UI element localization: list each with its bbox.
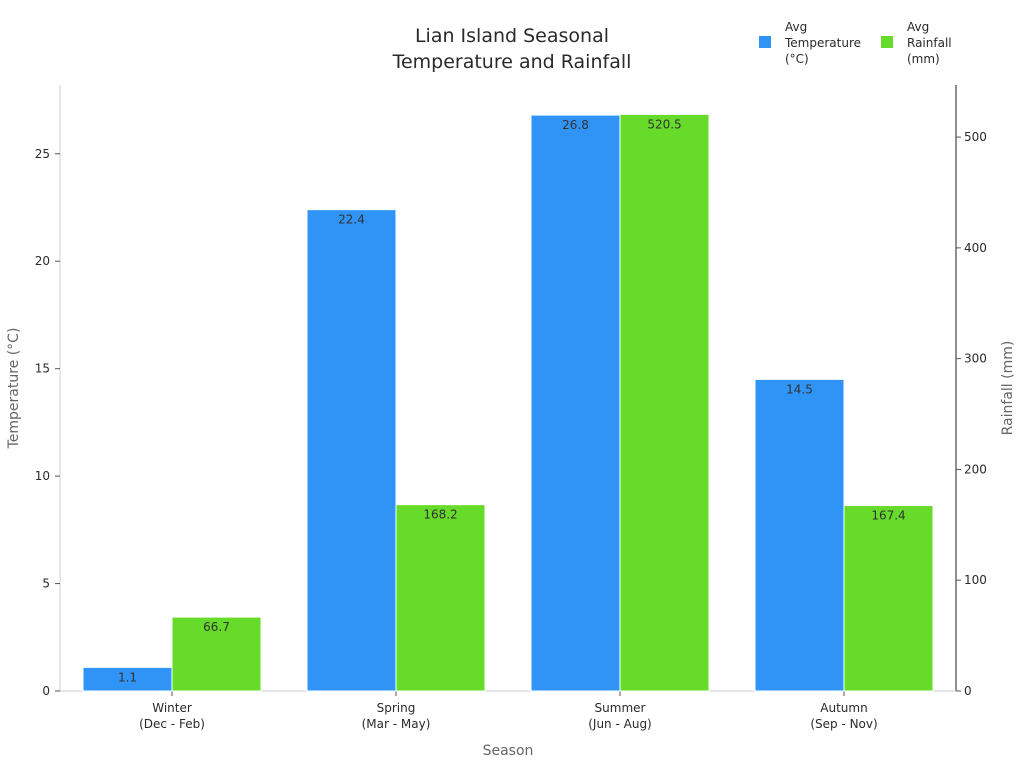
y-axis-right-title: Rainfall (mm) — [1000, 341, 1016, 436]
legend-label: Temperature — [784, 36, 861, 50]
y-axis-left-title: Temperature (°C) — [6, 328, 22, 450]
x-tick-label: Autumn — [820, 701, 867, 715]
bar — [754, 378, 845, 692]
bar-value-label: 26.8 — [562, 118, 589, 132]
legend: Avg Temperature (°C) Avg Rainfall (mm) — [759, 20, 952, 66]
legend-swatch — [881, 36, 893, 48]
legend-label: Rainfall — [907, 36, 952, 50]
x-tick-label: (Jun - Aug) — [588, 717, 652, 731]
y-tick-label-left: 20 — [35, 254, 50, 268]
bar-value-label: 66.7 — [203, 620, 230, 634]
bar-value-label: 14.5 — [786, 382, 813, 396]
y-tick-label-right: 300 — [964, 352, 987, 366]
bar — [306, 209, 397, 692]
y-tick-label-left: 15 — [35, 362, 50, 376]
x-tick-label: Spring — [377, 701, 416, 715]
y-tick-label-right: 500 — [964, 130, 987, 144]
bar-value-label: 520.5 — [647, 117, 681, 131]
bar — [395, 504, 486, 692]
legend-label: (mm) — [907, 52, 940, 66]
bar-value-label: 22.4 — [338, 213, 365, 227]
y-tick-label-left: 10 — [35, 469, 50, 483]
chart-title-line: Temperature and Rainfall — [392, 51, 632, 73]
legend-swatch — [759, 36, 771, 48]
bar-value-label: 1.1 — [118, 670, 137, 684]
data-labels: 1.1 66.7 22.4 168.2 26.8 520.5 14.5 167.4 — [118, 117, 906, 684]
bar — [843, 505, 934, 692]
x-tick-label: (Sep - Nov) — [810, 717, 877, 731]
x-axis-title: Season — [483, 743, 534, 759]
chart-title-line: Lian Island Seasonal — [415, 25, 609, 47]
bar — [619, 113, 710, 692]
y-tick-label-right: 200 — [964, 462, 987, 476]
y-tick-label-left: 0 — [42, 684, 50, 698]
chart-title: Lian Island Seasonal Temperature and Rain… — [392, 25, 632, 73]
legend-label: (°C) — [785, 52, 809, 66]
legend-label: Avg — [785, 20, 807, 34]
x-tick-label: (Mar - May) — [362, 717, 431, 731]
y-tick-label-right: 400 — [964, 241, 987, 255]
x-tick-label: (Dec - Feb) — [139, 717, 205, 731]
legend-label: Avg — [907, 20, 929, 34]
bar — [171, 616, 262, 692]
y-tick-label-left: 5 — [42, 577, 50, 591]
bar — [530, 114, 621, 692]
bar-value-label: 168.2 — [423, 508, 457, 522]
y-tick-label-right: 100 — [964, 573, 987, 587]
y-tick-label-right: 0 — [964, 684, 972, 698]
y-tick-label-left: 25 — [35, 147, 50, 161]
bars — [82, 113, 934, 692]
x-tick-label: Summer — [595, 701, 646, 715]
axes: 0 5 10 15 20 25 0 100 200 300 400 500 Temperature (°… — [6, 85, 1016, 759]
bar-value-label: 167.4 — [871, 509, 905, 523]
x-tick-label: Winter — [152, 701, 192, 715]
